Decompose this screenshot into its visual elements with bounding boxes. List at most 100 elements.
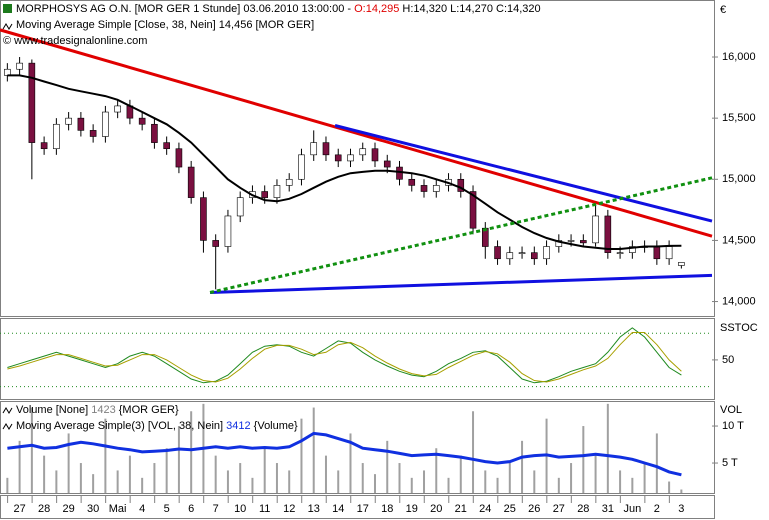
candle-body (555, 240, 563, 247)
volume-bar (459, 455, 462, 493)
x-tick-label: 27 (553, 503, 565, 515)
candle-body (310, 142, 318, 156)
x-tick-label: 11 (259, 503, 270, 515)
volume-ma-legend: Moving Average Simple(3) [VOL, 38, Nein]… (16, 420, 298, 432)
volume-name: Volume [None] (16, 404, 91, 416)
candle-body (653, 246, 661, 260)
x-tick-label: 30 (87, 503, 99, 515)
volume-bar (386, 440, 389, 493)
x-tick-label: 2 (654, 503, 660, 515)
volume-bar (643, 463, 646, 493)
candle-body (518, 252, 526, 254)
y-tick-label: 16,000 (722, 51, 756, 63)
y-tick-label: 14,000 (722, 295, 756, 307)
ma-icon (2, 423, 13, 430)
volume-bar (508, 463, 511, 493)
trend-line (0, 28, 713, 238)
volume-bar (582, 426, 585, 493)
volume-bar (484, 470, 487, 493)
candle-body (420, 185, 428, 192)
symbol-icon (3, 4, 12, 13)
x-tick-label: 27 (13, 503, 25, 515)
x-tick-label: 28 (577, 503, 589, 515)
candle-body (285, 178, 293, 186)
ohlc-rest: H:14,320 L:14,270 C:14,320 (399, 3, 540, 15)
candle-body (678, 262, 685, 266)
candle-body (665, 246, 673, 260)
candle-body (322, 142, 330, 156)
x-tick-label: 5 (164, 503, 170, 515)
candle-body (138, 117, 146, 125)
x-tick-label: 29 (63, 503, 75, 515)
marks: 27 28 29 30 Mai 4 5 6 7 10 11 12 13 14 17 18 19 20 21 24 25 2… (0, 28, 756, 515)
trend-line (209, 176, 713, 294)
volume-bar (521, 440, 524, 493)
indicator-legend: Moving Average Simple [Close, 38, Nein] … (16, 19, 314, 31)
stoc-axis-label: SSTOC (720, 322, 758, 334)
volume-bar (251, 477, 254, 493)
volume-bar (619, 470, 622, 493)
volume-bar (239, 463, 242, 493)
x-tick-label: 14 (332, 503, 344, 515)
volume-bar (165, 448, 168, 493)
volume-bar (680, 489, 683, 493)
candle-body (506, 252, 514, 260)
volume-bar (288, 470, 291, 493)
candle-body (28, 62, 36, 143)
candle-body (212, 240, 219, 247)
volume-bar (226, 470, 229, 493)
volume-bar (447, 477, 450, 493)
price-panel (0, 0, 715, 317)
volume-bar (177, 426, 180, 493)
x-tick-label: 18 (381, 503, 393, 515)
candle-body (347, 154, 354, 162)
candle-body (89, 130, 97, 137)
candle-body (629, 246, 636, 253)
candle-body (543, 246, 550, 260)
candle-body (334, 154, 342, 162)
volume-bar (668, 481, 671, 493)
candle-body (175, 148, 183, 168)
trend-line (209, 273, 713, 295)
candle-body (408, 178, 416, 186)
x-tick-label: 7 (213, 503, 219, 515)
volume-bar (423, 470, 426, 493)
series-line (7, 332, 682, 383)
volume-bar (104, 418, 107, 493)
x-tick-label: 10 (234, 503, 246, 515)
price-axis-label: € (720, 4, 726, 16)
candle-body (40, 142, 48, 150)
volume-bar (79, 463, 82, 493)
candle-body (298, 154, 305, 180)
x-tick-label: 6 (188, 503, 194, 515)
volume-bar (190, 411, 193, 493)
candle-body (531, 252, 538, 260)
volume-bar (18, 440, 21, 493)
candle-body (604, 215, 612, 253)
stoc-panel (0, 318, 715, 400)
open-value: O:14,295 (354, 3, 399, 15)
volume-bar (557, 477, 560, 493)
x-tick-label: 20 (430, 503, 442, 515)
source: © www.tradesignalonline.com (3, 35, 147, 47)
volume-tail: {MOR GER} (116, 404, 179, 416)
candle-body (494, 246, 501, 260)
volume-icon (2, 407, 13, 414)
volume-bar (92, 474, 95, 493)
candle-body (200, 197, 207, 241)
x-tick-label: 24 (479, 503, 491, 515)
x-tick-label: 19 (406, 503, 418, 515)
volume-bar (300, 418, 303, 493)
candle-body (580, 240, 587, 244)
x-tick-label: Jun (623, 503, 641, 515)
candle-body (16, 62, 23, 70)
candle-body (65, 117, 72, 125)
ma-value: 3412 (226, 420, 250, 432)
x-tick-label: Mai (109, 503, 127, 515)
candle-body (432, 185, 440, 192)
x-tick-label: 3 (678, 503, 684, 515)
x-tick-label: 4 (139, 503, 145, 515)
volume-bar (141, 477, 144, 493)
series-line (7, 74, 682, 250)
